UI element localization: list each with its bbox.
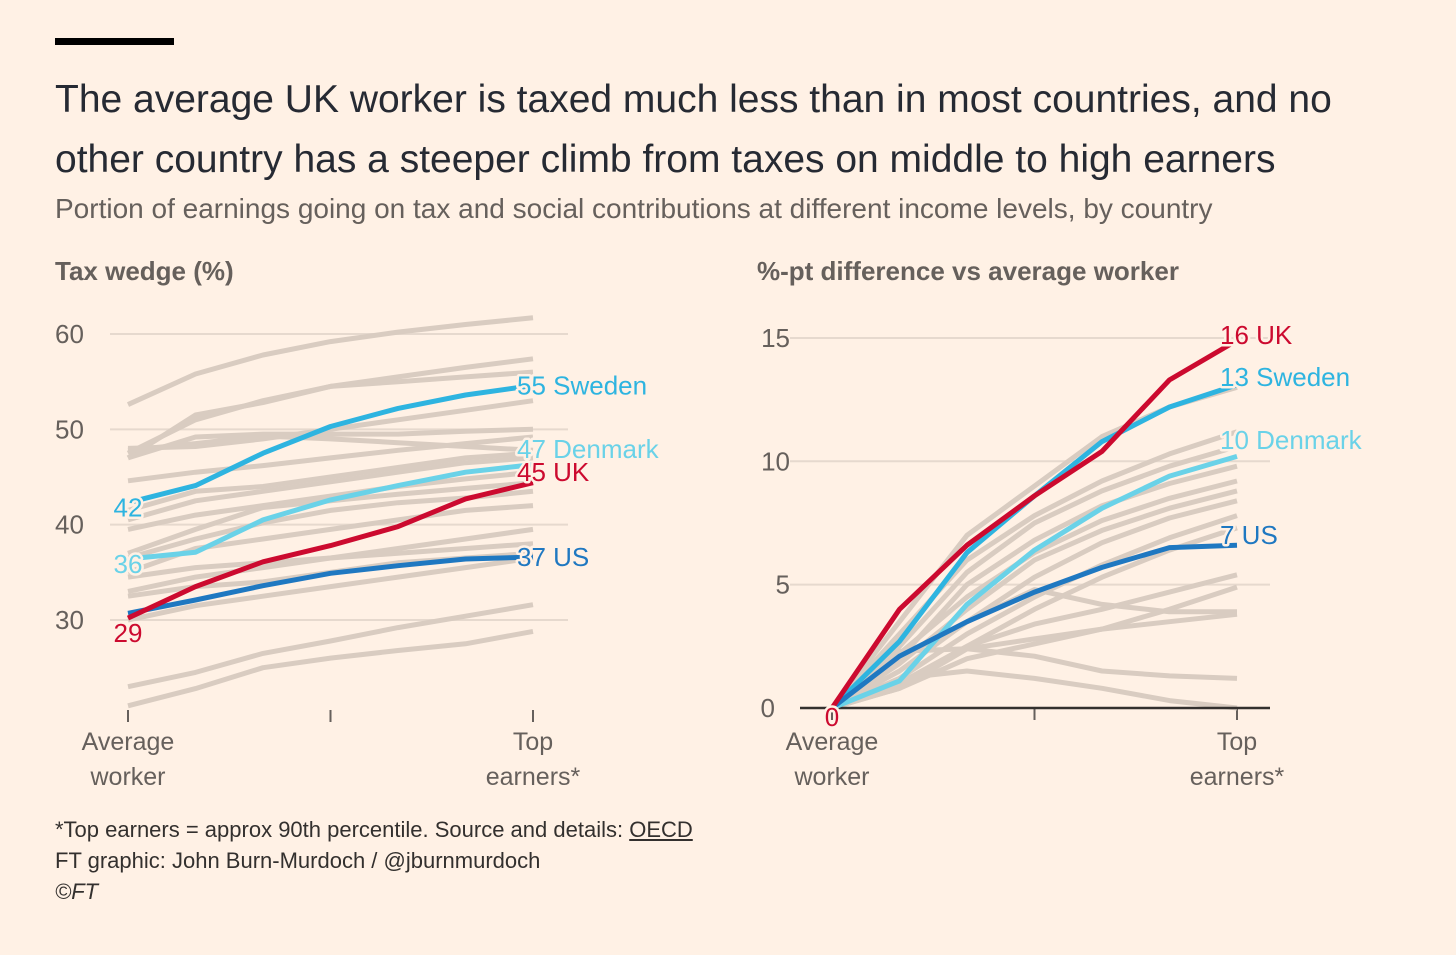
x-tick-label: Top xyxy=(1217,728,1257,756)
end-label-us: 37 US xyxy=(517,542,589,572)
y-tick-label: 15 xyxy=(761,323,790,353)
country-line-other xyxy=(127,628,534,709)
footnote-text: *Top earners = approx 90th percentile. S… xyxy=(55,817,630,842)
x-tick-label: Average xyxy=(786,728,879,756)
country-line-other xyxy=(830,429,1238,710)
x-tick-label: worker xyxy=(89,763,165,791)
footnote: *Top earners = approx 90th percentile. S… xyxy=(55,817,693,843)
ft-title-bar xyxy=(55,38,174,45)
start-label-uk: 0 xyxy=(825,702,839,732)
country-line-other xyxy=(127,555,534,623)
end-label-uk: 45 UK xyxy=(517,457,590,487)
chart-subtitle: Portion of earnings going on tax and soc… xyxy=(55,193,1213,224)
country-line-other xyxy=(127,398,534,451)
y-tick-label: 30 xyxy=(55,605,84,635)
oecd-source-link[interactable]: OECD xyxy=(629,817,693,842)
country-line-other xyxy=(127,469,534,532)
country-line-uk xyxy=(126,480,534,621)
country-line-other xyxy=(830,498,1238,711)
credit: FT graphic: John Burn-Murdoch / @jburnmu… xyxy=(55,848,541,873)
end-label-denmark: 47 Denmark xyxy=(517,434,660,464)
country-line-denmark xyxy=(831,454,1238,711)
x-tick-label: earners* xyxy=(486,763,581,791)
y-tick-label: 50 xyxy=(55,414,84,444)
country-line-denmark xyxy=(127,462,534,562)
country-line-us xyxy=(830,542,1238,710)
country-line-other xyxy=(127,455,534,523)
country-line-other xyxy=(831,611,1238,711)
start-label-uk: 29 xyxy=(114,618,143,648)
country-line-sweden xyxy=(127,383,534,506)
end-label-us: 7 US xyxy=(1220,520,1278,550)
country-line-other xyxy=(830,444,1238,710)
end-label-uk: 16 UK xyxy=(1220,320,1293,350)
country-line-other xyxy=(127,503,534,575)
right-panel-title: %-pt difference vs average worker xyxy=(757,256,1179,286)
country-line-other xyxy=(127,602,534,690)
y-tick-label: 60 xyxy=(55,319,84,349)
y-tick-label: 0 xyxy=(761,693,775,723)
y-tick-label: 40 xyxy=(55,510,84,540)
y-tick-label: 10 xyxy=(761,446,790,476)
country-line-us xyxy=(127,554,534,616)
start-label-denmark: 36 xyxy=(114,549,143,579)
country-line-uk xyxy=(829,338,1239,710)
end-label-sweden: 13 Sweden xyxy=(1220,362,1350,392)
country-line-other xyxy=(127,541,534,594)
start-label-sweden: 42 xyxy=(114,493,143,523)
x-tick-label: Average xyxy=(82,728,175,756)
country-line-other xyxy=(127,426,534,461)
x-tick-label: worker xyxy=(793,763,869,791)
right-chart: 0 5 10 15 Average worker Top earners* 13 Sweden 1… xyxy=(761,318,1366,792)
country-line-other xyxy=(127,450,534,513)
chart-title: The average UK worker is taxed much less… xyxy=(55,78,1332,181)
country-line-other xyxy=(127,433,534,453)
country-line-other xyxy=(126,315,534,407)
end-label-denmark: 10 Denmark xyxy=(1220,425,1363,455)
x-tick-label: Top xyxy=(513,728,553,756)
country-line-other xyxy=(830,646,1238,710)
country-line-other xyxy=(127,434,534,484)
country-line-other xyxy=(126,369,534,456)
y-tick-label: 5 xyxy=(776,570,790,600)
copyright: ©FT xyxy=(55,879,99,904)
country-line-other xyxy=(830,488,1238,711)
left-panel-title: Tax wedge (%) xyxy=(55,256,234,286)
end-label-sweden: 55 Sweden xyxy=(517,370,647,400)
x-tick-label: earners* xyxy=(1190,763,1285,791)
country-line-other xyxy=(830,463,1238,711)
left-chart: 30 40 50 60 Average worker Top earners* 55 Swede… xyxy=(55,315,662,791)
